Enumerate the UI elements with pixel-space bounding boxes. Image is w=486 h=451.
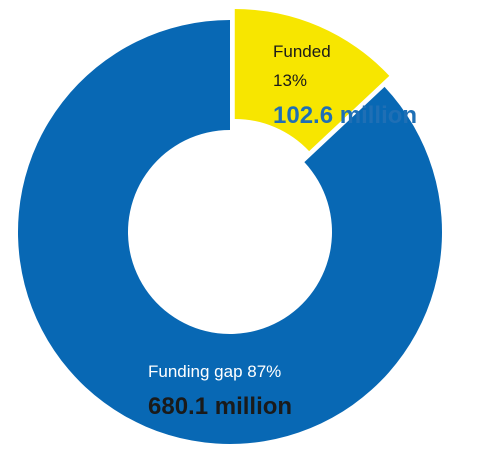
slice-gap — [18, 20, 442, 444]
gap-value-label: 680.1 million — [148, 393, 292, 420]
funded-label: Funded — [273, 42, 331, 61]
slice-funded — [234, 8, 390, 152]
slices-group — [18, 8, 442, 444]
funded-percent-label: 13% — [273, 71, 307, 90]
gap-label: Funding gap 87% — [148, 362, 281, 381]
funded-value-label: 102.6 million — [273, 102, 417, 129]
